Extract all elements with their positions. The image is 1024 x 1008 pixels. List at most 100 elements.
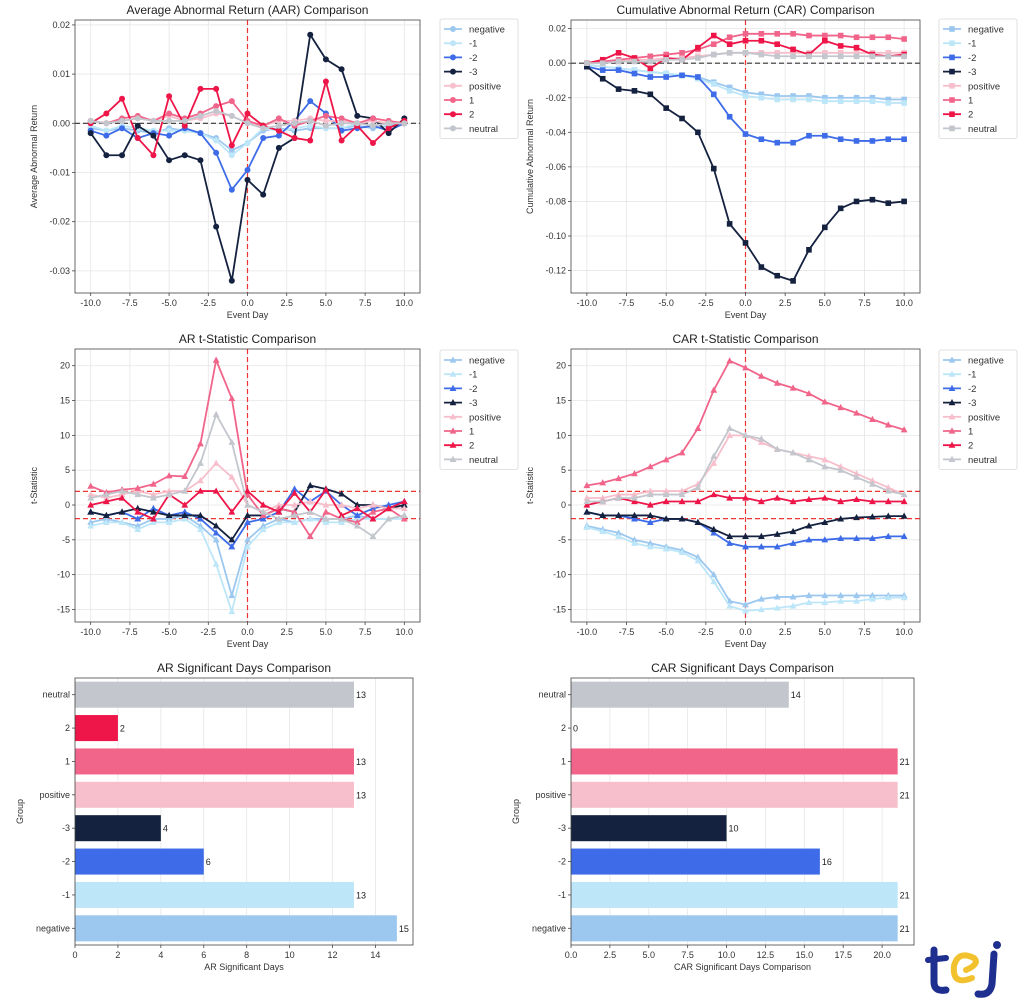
x-tick-label: -10.0	[577, 298, 598, 308]
legend-label: positive	[968, 412, 1000, 423]
data-point	[322, 56, 329, 63]
data-point	[166, 157, 173, 164]
bar-group--1: 21 -1	[558, 881, 910, 908]
data-point	[790, 50, 796, 56]
data-point	[369, 515, 377, 522]
x-axis-label: CAR Significant Days Comparison	[674, 962, 811, 972]
x-tick-label: -2.5	[698, 298, 714, 308]
data-point	[789, 497, 797, 505]
x-tick-label: 7.5	[681, 950, 694, 960]
data-point	[758, 31, 765, 37]
data-point	[307, 31, 314, 38]
chart-ar_sig: 13neutral2213113positive4-36-213-115nega…	[15, 661, 414, 972]
data-point	[102, 494, 110, 501]
data-point	[853, 53, 860, 60]
data-point	[853, 34, 860, 41]
legend-label: -1	[968, 39, 976, 50]
data-point	[118, 487, 126, 494]
data-point	[837, 94, 844, 101]
data-point	[901, 36, 907, 42]
data-point	[742, 431, 749, 438]
data-point	[102, 518, 110, 526]
data-point	[837, 50, 844, 56]
data-point	[228, 147, 235, 154]
data-point	[726, 602, 734, 609]
data-point	[663, 74, 669, 80]
data-point	[774, 50, 781, 56]
data-point	[884, 532, 892, 539]
legend-item-1: 1	[943, 427, 973, 438]
data-point	[291, 501, 298, 508]
data-point	[134, 135, 141, 142]
data-point	[103, 152, 110, 159]
data-point	[322, 122, 329, 129]
legend-marker	[949, 111, 955, 117]
data-point	[885, 34, 892, 41]
data-point	[646, 511, 654, 519]
x-tick-label: 5.0	[320, 627, 333, 637]
legend-item-neutral: neutral	[943, 455, 997, 466]
bar-group-neutral: 14 neutral	[538, 681, 801, 708]
data-point	[837, 403, 845, 411]
data-point	[789, 527, 797, 535]
data-point	[322, 117, 329, 124]
bar-value-label: 10	[729, 824, 739, 834]
legend-item-negative: negative	[444, 356, 505, 367]
data-point	[165, 518, 173, 526]
data-point	[694, 557, 702, 564]
y-tick-label: 0.02	[548, 24, 566, 34]
data-point	[599, 56, 606, 63]
data-point	[150, 152, 157, 159]
data-point	[275, 127, 282, 134]
y-tick-label: -10	[57, 570, 70, 580]
data-point	[805, 495, 813, 503]
bar	[75, 848, 204, 875]
data-point	[662, 490, 670, 498]
data-point	[599, 67, 606, 73]
data-point	[259, 525, 267, 532]
y-tick-label: -15	[57, 604, 70, 614]
data-point	[710, 386, 718, 393]
data-point	[244, 110, 251, 117]
data-point	[837, 205, 844, 212]
y-axis-label: t-Statistic	[29, 467, 39, 505]
data-point	[369, 115, 376, 122]
data-point	[599, 75, 606, 82]
data-point	[244, 167, 251, 174]
data-point	[353, 504, 361, 512]
y-tick-label: -5	[558, 535, 566, 545]
chart-aar: -10.0 -7.5 -5.0 -2.5 0.0 2.5 5.0 7.5 10.0 -0.03 -0…	[29, 3, 519, 320]
x-tick-label: 7.5	[359, 298, 372, 308]
legend-label: positive	[968, 81, 1000, 92]
legend-marker	[450, 111, 456, 118]
data-point	[869, 138, 876, 144]
data-point	[900, 490, 908, 498]
data-point	[837, 136, 844, 143]
data-point	[615, 490, 622, 498]
data-point	[885, 53, 892, 60]
data-point	[119, 95, 126, 102]
data-point	[853, 473, 860, 480]
x-tick-label: 2.5	[280, 298, 293, 308]
data-point	[275, 508, 283, 515]
data-point	[757, 532, 765, 539]
data-point	[228, 543, 236, 550]
data-point	[212, 560, 220, 567]
legend-label: -2	[968, 384, 976, 395]
bar-group-neutral: 13 neutral	[42, 681, 366, 708]
series-neutral	[583, 424, 908, 505]
legend-label: 2	[469, 110, 474, 121]
x-tick-label: -7.5	[122, 627, 138, 637]
data-point	[805, 389, 813, 397]
legend-label: negative	[469, 25, 505, 36]
data-point	[306, 497, 314, 505]
data-point	[773, 543, 781, 550]
data-point	[615, 86, 622, 92]
data-point	[790, 46, 796, 53]
data-point	[790, 31, 796, 37]
data-point	[212, 459, 220, 466]
data-point	[757, 595, 765, 602]
bar	[75, 915, 397, 942]
y-tick-label: 20	[60, 361, 70, 371]
data-point	[790, 139, 796, 146]
